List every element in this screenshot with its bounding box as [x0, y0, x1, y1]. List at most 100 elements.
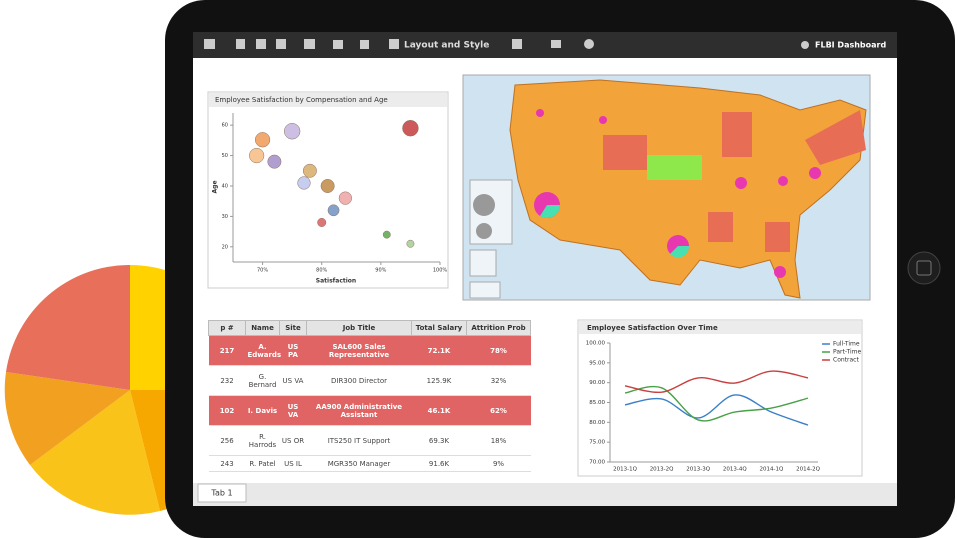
- column-header[interactable]: Attrition Prob: [466, 320, 531, 336]
- table-cell: SAL600 Sales Representative: [306, 335, 412, 367]
- y-tick-label: 50: [222, 153, 228, 159]
- table-cell: 91.6K: [411, 455, 467, 472]
- table-cell: MGR350 Manager: [306, 455, 412, 472]
- y-tick-label: 100.00: [586, 341, 606, 347]
- table-cell: R. Harrods: [245, 425, 280, 457]
- home-button[interactable]: [907, 251, 941, 285]
- table-row[interactable]: 256 R. Harrods US OR ITS250 IT Support 69.3K…: [208, 425, 531, 457]
- bubble: [302, 163, 317, 178]
- panel-header: [209, 93, 447, 107]
- table-cell: 18%: [466, 425, 531, 457]
- legend-label: Part-Time: [833, 349, 861, 356]
- table-cell: 125.9K: [411, 365, 467, 397]
- home-icon: [916, 260, 932, 276]
- series-line: [624, 385, 809, 422]
- toolbar: [193, 32, 897, 58]
- bubble: [406, 239, 415, 248]
- x-tick-label: 2013-3Q: [686, 467, 710, 473]
- bubble: [382, 230, 391, 239]
- column-header[interactable]: Total Salary: [411, 320, 467, 336]
- map: [462, 74, 871, 301]
- tab-label[interactable]: Tab 1: [210, 489, 232, 498]
- legend-label: Full-Time: [833, 341, 860, 348]
- table-cell: US VA: [279, 395, 307, 427]
- table-cell: 46.1K: [411, 395, 467, 427]
- y-axis-label: Age: [212, 180, 219, 193]
- y-tick-label: 75.00: [589, 440, 605, 446]
- bubble: [338, 191, 352, 205]
- table-cell: US PA: [279, 335, 307, 367]
- line-panel: [577, 319, 863, 477]
- chart-title: Employee Satisfaction Over Time: [587, 324, 718, 332]
- table-cell: G. Bernard: [245, 365, 280, 397]
- column-header[interactable]: Name: [245, 320, 280, 336]
- x-tick-label: 2014-1Q: [759, 467, 783, 473]
- table-cell: 217: [208, 335, 246, 367]
- x-tick-label: 2013-4Q: [723, 467, 747, 473]
- x-tick-label: 2014-2Q: [796, 467, 820, 473]
- table-cell: 32%: [466, 365, 531, 397]
- y-tick-label: 60: [222, 123, 228, 129]
- bubble: [283, 123, 301, 140]
- bubble: [254, 132, 271, 148]
- table-cell: I. Davis: [245, 395, 280, 427]
- bubble: [327, 204, 340, 217]
- table-cell: 102: [208, 395, 246, 427]
- table-cell: ITS250 IT Support: [306, 425, 412, 457]
- x-tick-label: 80%: [316, 268, 327, 274]
- data-table: p # Name Site Job Title Total Salary Attritio…: [208, 320, 531, 472]
- panel-header: [579, 321, 861, 334]
- toolbar-icons[interactable]: [204, 39, 809, 49]
- column-header[interactable]: Site: [279, 320, 307, 336]
- y-tick-label: 90.00: [589, 380, 605, 386]
- table-row[interactable]: 243 R. Patel US IL MGR350 Manager 91.6K 9%: [208, 455, 531, 472]
- table-cell: US IL: [279, 455, 307, 472]
- table-cell: 243: [208, 455, 246, 472]
- x-tick-label: 90%: [375, 268, 386, 274]
- header-row: p # Name Site Job Title Total Salary Attritio…: [208, 320, 531, 336]
- bubble: [317, 217, 327, 227]
- chart-title: Employee Satisfaction by Compensation an…: [215, 96, 388, 104]
- table-cell: US VA: [279, 365, 307, 397]
- x-tick-label: 70%: [257, 268, 268, 274]
- y-tick-label: 40: [222, 183, 228, 189]
- column-header[interactable]: Job Title: [306, 320, 412, 336]
- table-cell: 256: [208, 425, 246, 457]
- tab[interactable]: [197, 483, 247, 503]
- table-cell: 232: [208, 365, 246, 397]
- y-tick-label: 95.00: [589, 360, 605, 366]
- table-row[interactable]: 232 G. Bernard US VA DIR300 Director 125.9K 3…: [208, 365, 531, 397]
- table-row[interactable]: 217 A. Edwards US PA SAL600 Sales Represent…: [208, 335, 531, 367]
- table-cell: 72.1K: [411, 335, 467, 367]
- dashboard-title[interactable]: FLBI Dashboard: [815, 41, 886, 50]
- table-cell: 62%: [466, 395, 531, 427]
- x-axis-label: Satisfaction: [316, 278, 356, 285]
- table-cell: A. Edwards: [245, 335, 281, 367]
- column-header[interactable]: p #: [208, 320, 246, 336]
- toolbar-menu[interactable]: Layout and Style: [404, 41, 489, 51]
- tab-bar: [193, 483, 897, 506]
- y-tick-label: 80.00: [589, 420, 605, 426]
- table-cell: US OR: [279, 425, 307, 457]
- table-cell: 69.3K: [411, 425, 467, 457]
- table-cell: R. Patel: [245, 455, 280, 472]
- table-cell: DIR300 Director: [306, 365, 412, 397]
- series-line: [624, 394, 809, 426]
- x-tick-label: 100%: [433, 268, 448, 274]
- x-tick-label: 2013-2Q: [650, 467, 674, 473]
- table-cell: 78%: [466, 335, 531, 367]
- table-cell: 9%: [466, 455, 531, 472]
- y-tick-label: 20: [222, 244, 228, 250]
- bubble: [297, 176, 311, 190]
- bubble: [402, 120, 419, 137]
- bubble: [267, 154, 282, 169]
- y-tick-label: 30: [222, 214, 228, 220]
- x-tick-label: 2013-1Q: [613, 467, 637, 473]
- legend-label: Contract: [833, 357, 859, 364]
- table-cell: AA900 Administrative Assistant: [306, 395, 412, 427]
- table-row[interactable]: 102 I. Davis US VA AA900 Administrative Ass…: [208, 395, 531, 427]
- y-tick-label: 85.00: [589, 400, 605, 406]
- series-line: [624, 370, 809, 394]
- bubble: [249, 147, 265, 164]
